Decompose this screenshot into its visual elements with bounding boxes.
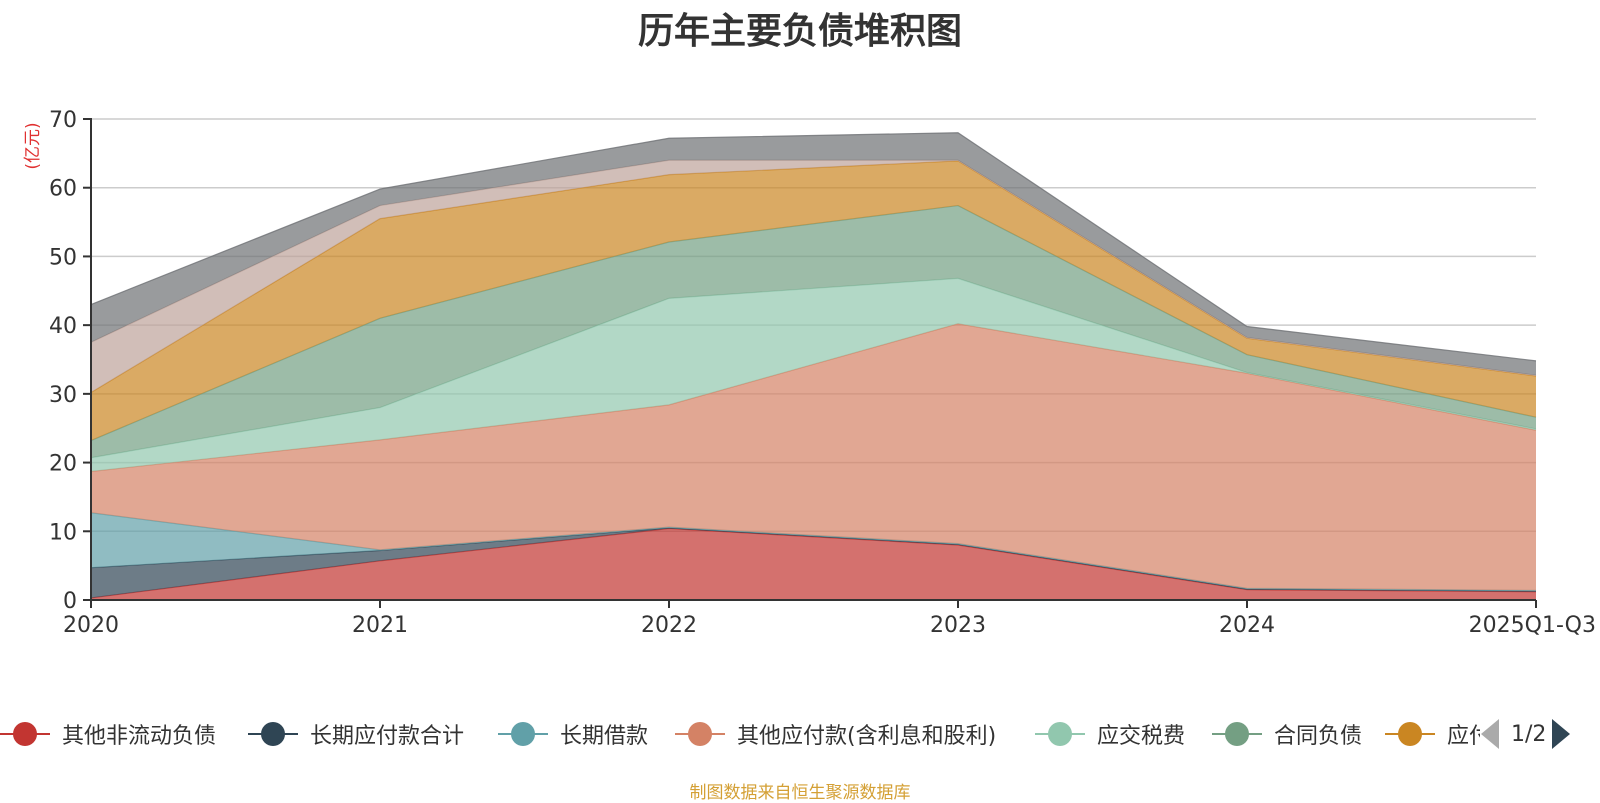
legend-marker-dot xyxy=(1048,722,1072,746)
x-tick-label: 2022 xyxy=(641,613,697,638)
x-tick-label: 2024 xyxy=(1219,613,1275,638)
y-tick-label: 70 xyxy=(49,108,77,133)
legend-next-page-button[interactable] xyxy=(1552,719,1571,749)
legend-item[interactable]: 应交税费 xyxy=(1035,712,1185,756)
legend-marker xyxy=(1385,712,1435,756)
source-note: 制图数据来自恒生聚源数据库 xyxy=(689,783,911,803)
x-tick-label: 2025Q1-Q3 xyxy=(1469,613,1596,638)
legend-marker xyxy=(675,712,725,756)
y-tick-label: 30 xyxy=(49,383,77,408)
legend-marker-dot xyxy=(688,722,712,746)
y-tick-label: 40 xyxy=(49,314,77,339)
y-tick-label: 60 xyxy=(49,177,77,202)
legend-label: 应付账款 xyxy=(1447,724,1480,749)
legend-label: 其他应付款(含利息和股利) xyxy=(737,724,997,749)
legend-label: 长期借款 xyxy=(560,724,649,749)
legend-marker-dot xyxy=(511,722,535,746)
legend-label: 长期应付款合计 xyxy=(310,724,465,749)
legend-marker xyxy=(1212,712,1262,756)
legend-item[interactable]: 长期借款 xyxy=(498,712,648,756)
legend-label: 合同负债 xyxy=(1274,724,1363,749)
legend-marker xyxy=(0,712,50,756)
legend-item[interactable]: 其他应付款(含利息和股利) xyxy=(675,712,996,756)
legend-marker-dot xyxy=(1225,722,1249,746)
legend-marker-dot xyxy=(1398,722,1422,746)
area-短期借款[interactable] xyxy=(91,132,1536,376)
legend-marker-dot xyxy=(13,722,37,746)
legend-page-indicator: 1/2 xyxy=(1511,721,1547,747)
x-tick-label: 2021 xyxy=(352,613,408,638)
y-tick-label: 10 xyxy=(49,520,77,545)
chart-plot: 0 10 20 30 40 50 60 70 2020 2021 2022 2023 2024 2025Q… xyxy=(23,108,1596,638)
series-line-其他非流动负债 xyxy=(90,527,1537,599)
legend-item[interactable]: 应付账款 xyxy=(1385,712,1480,756)
legend: 其他非流动负债 长期应付款合计 长期借款 其他应付款(含利息和股利) 应交税费 合同负债 应… xyxy=(0,712,1480,756)
legend-label: 其他非流动负债 xyxy=(62,724,217,749)
series-line-应付账款 xyxy=(90,160,1537,393)
y-tick-label: 0 xyxy=(63,589,77,614)
x-tick-label: 2020 xyxy=(63,613,119,638)
x-tick-label: 2023 xyxy=(930,613,986,638)
legend-marker xyxy=(248,712,298,756)
chart-title: 历年主要负债堆积图 xyxy=(637,11,962,52)
legend-item[interactable]: 长期应付款合计 xyxy=(248,712,464,756)
y-tick-label: 20 xyxy=(49,452,77,477)
area-其他非流动负债[interactable] xyxy=(91,528,1536,600)
legend-marker xyxy=(498,712,548,756)
legend-pager: 1/2 xyxy=(1481,712,1600,756)
legend-item[interactable]: 其他非流动负债 xyxy=(0,712,216,756)
legend-item[interactable]: 合同负债 xyxy=(1212,712,1362,756)
area-应付账款[interactable] xyxy=(91,160,1536,441)
y-axis-unit-label: (亿元) xyxy=(23,122,43,169)
legend-label: 应交税费 xyxy=(1097,724,1186,749)
legend-prev-page-button[interactable] xyxy=(1481,719,1499,749)
legend-marker xyxy=(1035,712,1085,756)
area-合同负债[interactable] xyxy=(91,205,1536,458)
series-line-短期借款 xyxy=(90,132,1537,362)
y-tick-label: 50 xyxy=(49,245,77,270)
area-应交税费[interactable] xyxy=(91,278,1536,472)
legend-marker-dot xyxy=(261,722,285,746)
area-其他应付款(含利息和股利)[interactable] xyxy=(91,323,1536,591)
